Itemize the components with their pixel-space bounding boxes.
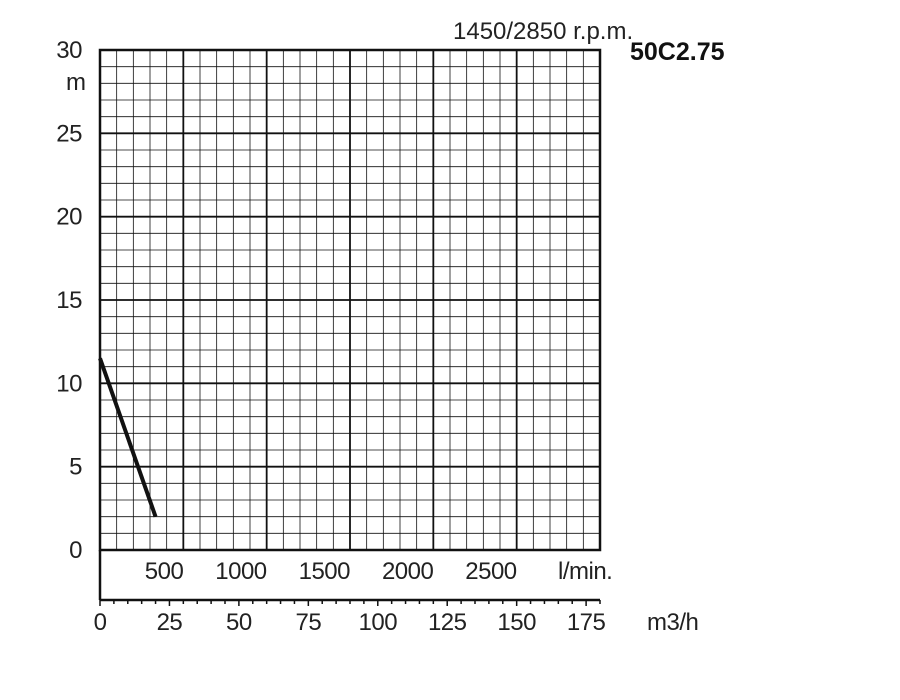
x-unit-m3h: m3/h: [647, 609, 698, 636]
x-tick-label-lmin: 2500: [465, 558, 517, 585]
plot-frame: [98, 48, 602, 552]
grid: [100, 50, 600, 550]
x-tick-labels-lmin: 500 1000 1500 2000 2500: [145, 558, 518, 585]
chart-title: 1450/2850 r.p.m.: [453, 18, 633, 45]
y-tick-label: 0: [69, 537, 82, 564]
series-group: [98, 357, 158, 518]
x-tick-label-m3h: 125: [428, 609, 467, 636]
x-tick-label-m3h: 150: [497, 609, 536, 636]
x-unit-lmin: l/min.: [558, 558, 612, 585]
x-tick-label-lmin: 2000: [382, 558, 434, 585]
pump-curve-line: [98, 357, 158, 518]
x-tick-label-lmin: 1000: [215, 558, 267, 585]
x-tick-label-lmin: 1500: [299, 558, 351, 585]
y-tick-label: 15: [56, 287, 82, 314]
x-tick-label-lmin: 500: [145, 558, 184, 585]
x-tick-label-m3h: 0: [94, 609, 107, 636]
y-tick-label: 20: [56, 204, 82, 231]
x-tick-label-m3h: 25: [157, 609, 183, 636]
y-axis-label: m: [66, 69, 86, 96]
y-tick-labels: 0 5 10 15 20 25 30: [56, 37, 82, 564]
y-tick-label: 5: [69, 454, 82, 481]
y-tick-label: 30: [56, 37, 82, 64]
x-minor-ticks: [99, 600, 601, 606]
y-tick-label: 25: [56, 120, 82, 147]
x-tick-label-m3h: 175: [567, 609, 606, 636]
y-tick-label: 10: [56, 370, 82, 397]
x-tick-label-m3h: 75: [295, 609, 321, 636]
model-label: 50C2.75: [630, 38, 725, 66]
x-tick-label-m3h: 50: [226, 609, 252, 636]
x-tick-label-m3h: 100: [359, 609, 398, 636]
x-tick-labels-m3h: 0 25 50 75 100 125 150 175: [94, 609, 606, 636]
